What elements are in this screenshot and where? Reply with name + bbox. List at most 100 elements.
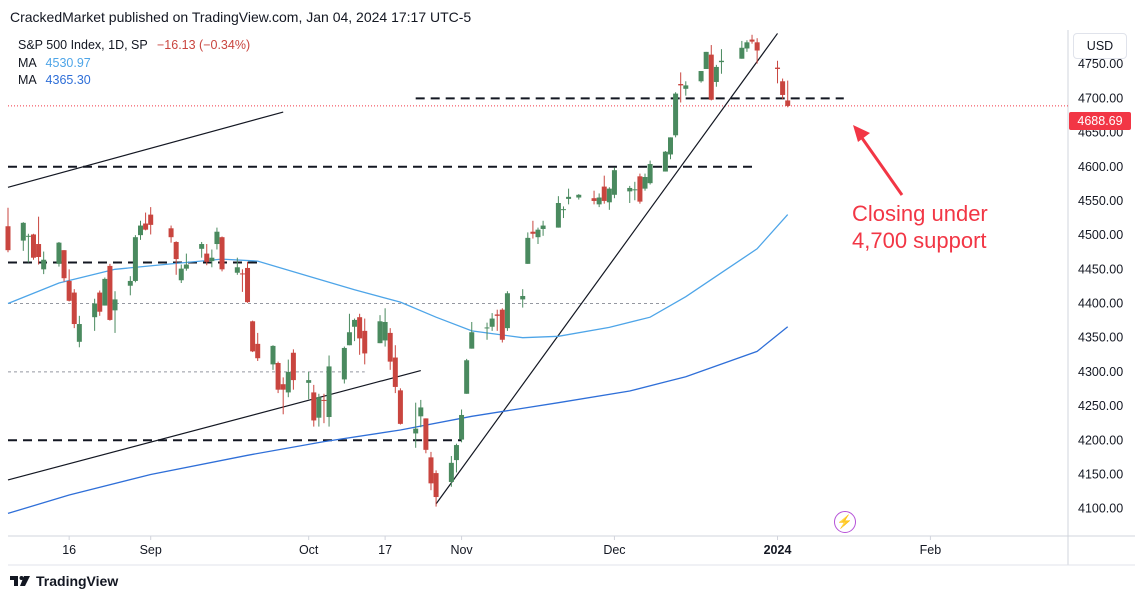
candle-body xyxy=(464,360,470,394)
candle-body xyxy=(341,347,347,380)
candle-body xyxy=(138,225,143,236)
price-tick-label: 4300.00 xyxy=(1078,365,1123,379)
price-tick-label: 4200.00 xyxy=(1078,433,1123,447)
candle-body xyxy=(178,268,184,281)
candle-body xyxy=(234,267,240,273)
candle-body xyxy=(204,253,210,262)
lightning-event-icon[interactable]: ⚡ xyxy=(834,511,856,533)
arrow-shaft xyxy=(860,137,904,196)
candle-body xyxy=(566,196,572,199)
candle-body xyxy=(173,241,179,260)
candle-body xyxy=(56,242,62,264)
candle-body xyxy=(280,384,286,390)
candle-body xyxy=(413,428,419,434)
price-tick-label: 4100.00 xyxy=(1078,502,1123,516)
candlesticks xyxy=(5,34,791,507)
price-change: −16.13 (−0.34%) xyxy=(156,38,251,52)
candle-body xyxy=(36,244,42,258)
candle-body xyxy=(489,318,495,327)
last-price-label: 4688.69 xyxy=(1069,112,1131,130)
candle-body xyxy=(41,259,47,270)
brand-footer[interactable]: TradingView xyxy=(10,573,118,589)
candle-body xyxy=(92,303,98,318)
candle-body xyxy=(469,332,475,349)
candle-body xyxy=(270,345,276,365)
candle-body xyxy=(535,229,541,238)
symbol-label: S&P 500 Index, 1D, SP xyxy=(18,38,148,52)
candle-body xyxy=(775,67,781,69)
candle-body xyxy=(290,352,296,381)
time-axis[interactable]: 16 Sep Oct 17 Nov Dec 2024 Feb xyxy=(62,536,941,557)
time-tick-label: Dec xyxy=(603,543,625,557)
trend-line-3 xyxy=(435,33,779,505)
candle-body xyxy=(576,194,582,198)
candle-body xyxy=(61,250,67,279)
candle-body xyxy=(112,299,118,311)
price-tick-label: 4500.00 xyxy=(1078,228,1123,242)
candle-body xyxy=(433,473,439,498)
candle-body xyxy=(66,280,72,301)
candle-body xyxy=(346,332,352,346)
candle-body xyxy=(601,186,607,201)
ma-fast-line xyxy=(7,214,789,339)
candle-body xyxy=(499,309,505,340)
arrow-head xyxy=(853,125,870,142)
ma-fast-label: MA xyxy=(18,55,37,70)
candle-body xyxy=(683,85,689,89)
time-tick-label: 16 xyxy=(62,543,76,557)
candle-body xyxy=(703,51,709,69)
candle-body xyxy=(199,244,205,249)
candle-body xyxy=(102,278,108,306)
candle-body xyxy=(494,314,500,316)
candle-body xyxy=(127,280,133,286)
trend-line-2 xyxy=(7,369,421,481)
candle-body xyxy=(637,176,643,202)
price-tick-label: 4550.00 xyxy=(1078,194,1123,208)
symbol-row[interactable]: S&P 500 Index, 1D, SP −16.13 (−0.34%) xyxy=(18,37,250,55)
candle-body xyxy=(504,293,510,329)
price-tick-label: 4150.00 xyxy=(1078,467,1123,481)
candle-body xyxy=(678,84,684,86)
candle-body xyxy=(484,327,490,329)
candle-body xyxy=(321,399,327,401)
candle-body xyxy=(362,330,368,354)
candle-body xyxy=(448,462,454,482)
candle-body xyxy=(382,321,388,341)
chart-legend: S&P 500 Index, 1D, SP −16.13 (−0.34%) MA… xyxy=(18,37,250,90)
ma-slow-row[interactable]: MA 4365.30 xyxy=(18,72,250,90)
price-tick-label: 4700.00 xyxy=(1078,91,1123,105)
candle-body xyxy=(611,170,617,195)
annotation-line-2: 4,700 support xyxy=(852,228,987,253)
candle-body xyxy=(606,188,612,203)
candle-body xyxy=(423,418,429,450)
candle-body xyxy=(780,81,786,95)
candle-body xyxy=(30,234,36,258)
candle-body xyxy=(673,93,679,136)
candle-body xyxy=(326,366,332,418)
candle-body xyxy=(392,357,398,387)
candle-body xyxy=(387,332,393,362)
candle-body xyxy=(739,47,745,59)
candle-body xyxy=(377,321,383,344)
candle-body xyxy=(453,445,459,461)
candle-body xyxy=(183,264,189,269)
time-tick-label: Feb xyxy=(920,543,942,557)
candle-body xyxy=(785,100,791,106)
price-axis[interactable]: 4100.00 4150.00 4200.00 4250.00 4300.00 4350.… xyxy=(1078,57,1123,515)
candle-body xyxy=(214,231,220,245)
candle-body xyxy=(107,265,113,320)
ma-fast-row[interactable]: MA 4530.97 xyxy=(18,55,250,73)
candle-body xyxy=(209,257,215,262)
time-tick-label: Oct xyxy=(299,543,319,557)
candle-body xyxy=(713,66,719,82)
time-tick-label: Nov xyxy=(450,543,473,557)
price-tick-label: 4600.00 xyxy=(1078,160,1123,174)
candle-body xyxy=(530,231,536,234)
currency-button[interactable]: USD xyxy=(1073,33,1127,59)
candle-body xyxy=(428,457,434,484)
candle-body xyxy=(555,202,561,228)
candle-body xyxy=(219,237,225,270)
candle-body xyxy=(148,214,154,225)
candle-body xyxy=(591,198,597,201)
